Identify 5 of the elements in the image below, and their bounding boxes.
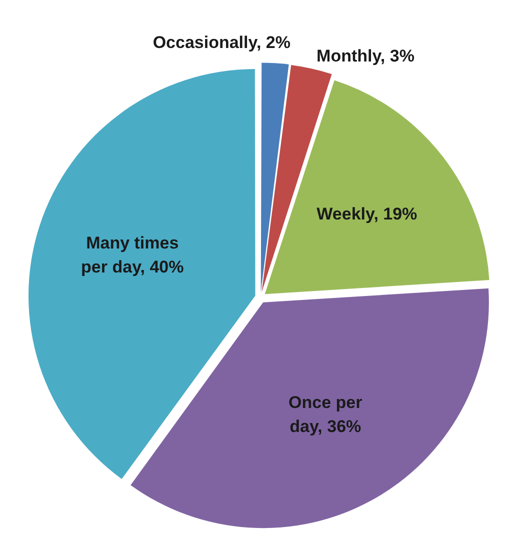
slice-label: Weekly, 19% [316,204,418,224]
slice-label: Occasionally, 2% [152,33,290,52]
slice-label: Once per day, 36% [288,393,363,436]
slice-label: Many times per day, 40% [81,234,184,277]
slice-label: Monthly, 3% [316,46,414,66]
